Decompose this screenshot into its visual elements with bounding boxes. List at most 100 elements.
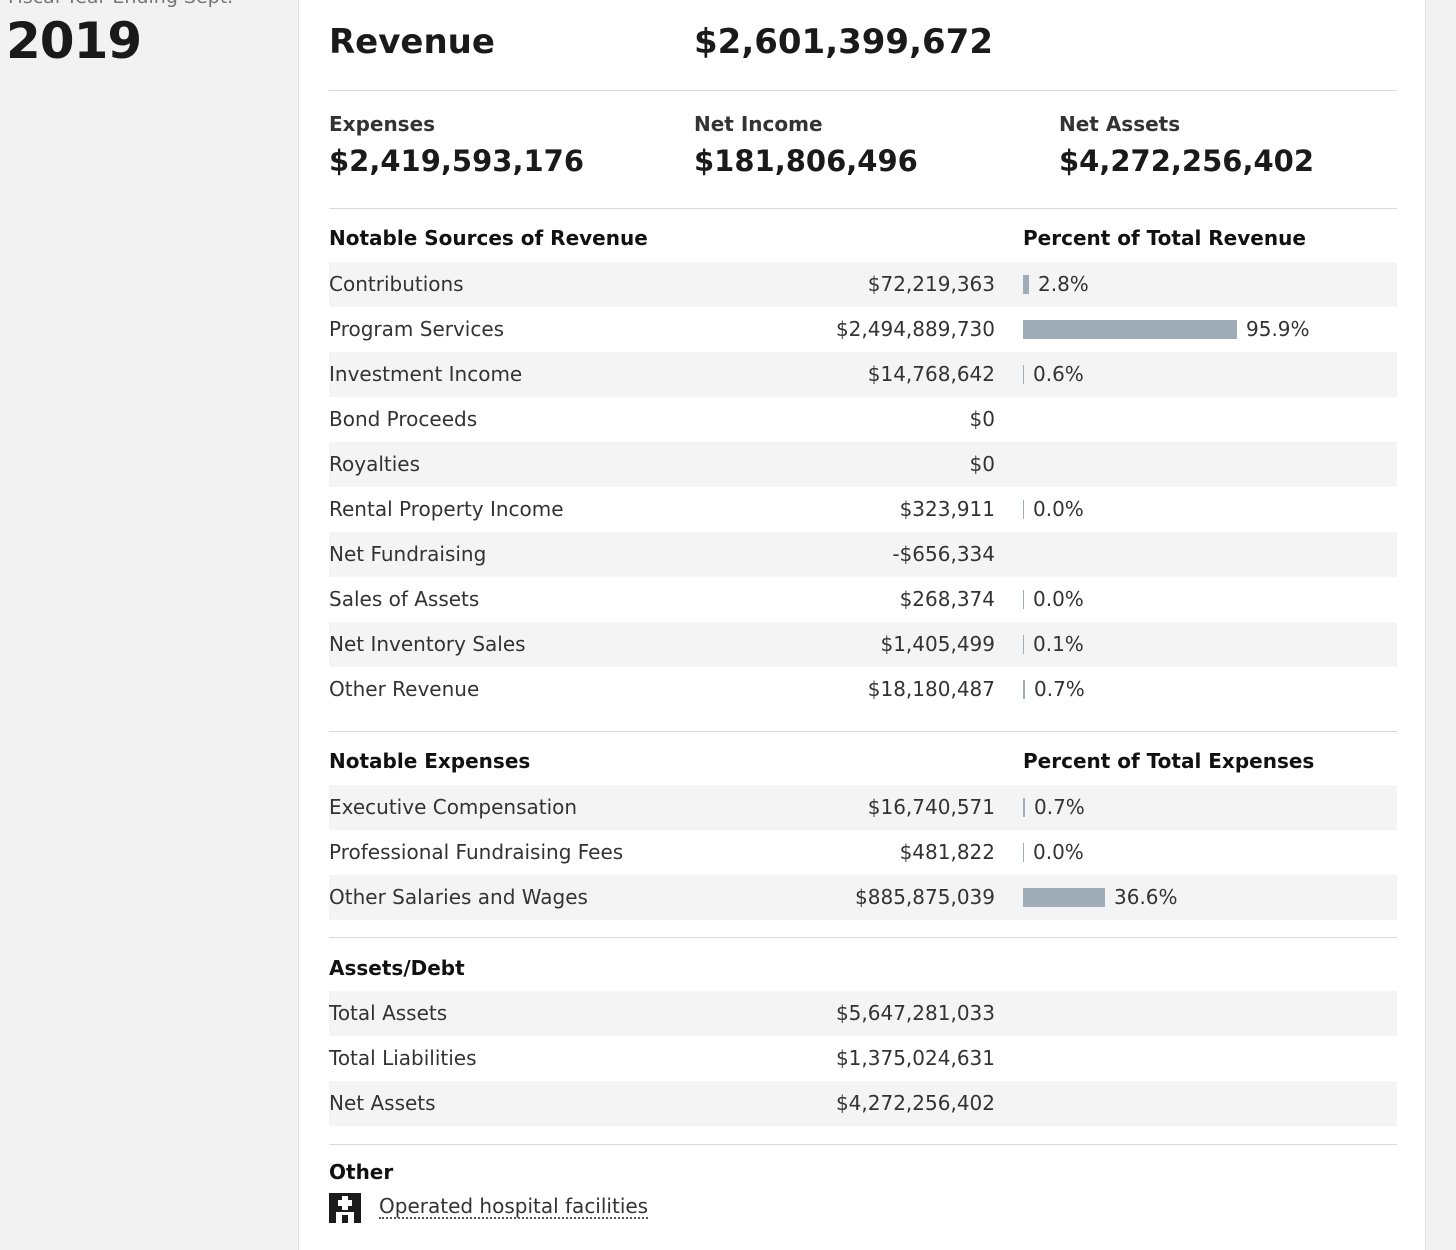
- divider: [329, 937, 1397, 938]
- row-label: Sales of Assets: [329, 587, 480, 611]
- percent-label: 0.7%: [1034, 677, 1085, 701]
- row-label: Contributions: [329, 272, 464, 296]
- percent-label: 0.0%: [1033, 840, 1084, 864]
- table-row-net-inventory-sales: Net Inventory Sales $1,405,499 0.1%: [329, 622, 1397, 667]
- row-value: $1,375,024,631: [835, 1046, 995, 1070]
- table-row-other-revenue: Other Revenue $18,180,487 0.7%: [329, 667, 1397, 712]
- expenses-percent-title: Percent of Total Expenses: [1023, 749, 1315, 773]
- divider: [329, 1144, 1397, 1145]
- percent-bar: [1023, 320, 1237, 339]
- expenses-section-title: Notable Expenses: [329, 749, 531, 773]
- row-label: Program Services: [329, 317, 505, 341]
- hospital-icon: [329, 1193, 361, 1223]
- table-row-royalties: Royalties $0: [329, 442, 1397, 487]
- revenue-percent-title: Percent of Total Revenue: [1023, 226, 1306, 250]
- row-label: Total Liabilities: [329, 1046, 477, 1070]
- row-label: Net Assets: [329, 1091, 436, 1115]
- row-label: Rental Property Income: [329, 497, 564, 521]
- table-row-other-salaries-and-wages: Other Salaries and Wages $885,875,039 36.6…: [329, 875, 1397, 920]
- percent-label: 2.8%: [1038, 272, 1089, 296]
- revenue-value: $2,601,399,672: [694, 22, 993, 62]
- table-row-program-services: Program Services $2,494,889,730 95.9%: [329, 307, 1397, 352]
- revenue-section-header: Notable Sources of Revenue Percent of To…: [329, 226, 1397, 256]
- row-label: Executive Compensation: [329, 795, 578, 819]
- expenses-label: Expenses: [329, 112, 436, 136]
- table-row-net-assets: Net Assets $4,272,256,402: [329, 1081, 1397, 1126]
- row-label: Other Revenue: [329, 677, 480, 701]
- other-section-title: Other: [329, 1160, 394, 1184]
- row-value: $268,374: [899, 587, 995, 611]
- percent-bar: [1023, 888, 1105, 907]
- percent-bar: [1023, 798, 1025, 817]
- percent-label: 0.7%: [1034, 795, 1085, 819]
- percent-label: 0.6%: [1033, 362, 1084, 386]
- table-row-net-fundraising: Net Fundraising -$656,334: [329, 532, 1397, 577]
- net-assets-stat: Net Assets $4,272,256,402: [1059, 112, 1314, 178]
- percent-bar: [1023, 500, 1024, 519]
- revenue-label: Revenue: [329, 22, 495, 62]
- row-value: $481,822: [899, 840, 995, 864]
- expenses-table: Executive Compensation $16,740,571 0.7% Pro…: [329, 785, 1397, 920]
- row-label: Investment Income: [329, 362, 523, 386]
- revenue-section-title: Notable Sources of Revenue: [329, 226, 648, 250]
- net-income-stat: Net Income $181,806,496: [694, 112, 918, 178]
- expenses-stat: Expenses $2,419,593,176: [329, 112, 584, 178]
- table-row-executive-compensation: Executive Compensation $16,740,571 0.7%: [329, 785, 1397, 830]
- row-value: $2,494,889,730: [835, 317, 995, 341]
- other-item: Operated hospital facilities: [329, 1193, 729, 1223]
- percent-bar: [1023, 635, 1024, 654]
- assets-section-title: Assets/Debt: [329, 956, 465, 980]
- divider: [329, 731, 1397, 732]
- row-label: Total Assets: [329, 1001, 448, 1025]
- revenue-headline: Revenue $2,601,399,672: [329, 22, 1397, 66]
- row-label: Royalties: [329, 452, 421, 476]
- row-value: -$656,334: [892, 542, 995, 566]
- percent-bar: [1023, 680, 1025, 699]
- table-row-sales-of-assets: Sales of Assets $268,374 0.0%: [329, 577, 1397, 622]
- assets-section-header: Assets/Debt: [329, 956, 1397, 986]
- table-row-total-assets: Total Assets $5,647,281,033: [329, 991, 1397, 1036]
- row-label: Professional Fundraising Fees: [329, 840, 624, 864]
- sidebar: Fiscal Year Ending Sept. 2019: [0, 0, 298, 1250]
- operated-hospital-facilities-link[interactable]: Operated hospital facilities: [379, 1194, 649, 1219]
- percent-bar: [1023, 365, 1024, 384]
- row-value: $72,219,363: [867, 272, 995, 296]
- row-label: Bond Proceeds: [329, 407, 478, 431]
- net-assets-value: $4,272,256,402: [1059, 144, 1315, 178]
- row-value: $0: [969, 407, 995, 431]
- fiscal-year: 2019: [6, 12, 142, 70]
- percent-label: 36.6%: [1114, 885, 1178, 909]
- row-value: $16,740,571: [867, 795, 995, 819]
- summary-stats: Expenses $2,419,593,176 Net Income $181,…: [329, 112, 1397, 182]
- net-assets-label: Net Assets: [1059, 112, 1181, 136]
- percent-label: 0.0%: [1033, 587, 1084, 611]
- expenses-section-header: Notable Expenses Percent of Total Expens…: [329, 749, 1397, 779]
- assets-table: Total Assets $5,647,281,033 Total Liabilit…: [329, 991, 1397, 1126]
- row-label: Other Salaries and Wages: [329, 885, 588, 909]
- expenses-value: $2,419,593,176: [329, 144, 585, 178]
- percent-bar: [1023, 843, 1024, 862]
- percent-bar: [1023, 275, 1029, 294]
- row-value: $885,875,039: [855, 885, 995, 909]
- row-value: $1,405,499: [880, 632, 995, 656]
- row-value: $323,911: [899, 497, 995, 521]
- percent-label: 0.1%: [1033, 632, 1084, 656]
- net-income-label: Net Income: [694, 112, 823, 136]
- row-value: $5,647,281,033: [835, 1001, 995, 1025]
- percent-label: 95.9%: [1246, 317, 1310, 341]
- row-value: $0: [969, 452, 995, 476]
- table-row-bond-proceeds: Bond Proceeds $0: [329, 397, 1397, 442]
- table-row-investment-income: Investment Income $14,768,642 0.6%: [329, 352, 1397, 397]
- percent-label: 0.0%: [1033, 497, 1084, 521]
- table-row-professional-fundraising-fees: Professional Fundraising Fees $481,822 0.0…: [329, 830, 1397, 875]
- row-label: Net Fundraising: [329, 542, 487, 566]
- divider: [329, 208, 1397, 209]
- row-value: $4,272,256,402: [835, 1091, 995, 1115]
- table-row-rental-property-income: Rental Property Income $323,911 0.0%: [329, 487, 1397, 532]
- row-value: $18,180,487: [867, 677, 995, 701]
- fiscal-year-label: Fiscal Year Ending Sept.: [8, 0, 233, 8]
- row-value: $14,768,642: [867, 362, 995, 386]
- revenue-table: Contributions $72,219,363 2.8% Program Serv…: [329, 262, 1397, 712]
- percent-bar: [1023, 590, 1024, 609]
- net-income-value: $181,806,496: [694, 144, 918, 178]
